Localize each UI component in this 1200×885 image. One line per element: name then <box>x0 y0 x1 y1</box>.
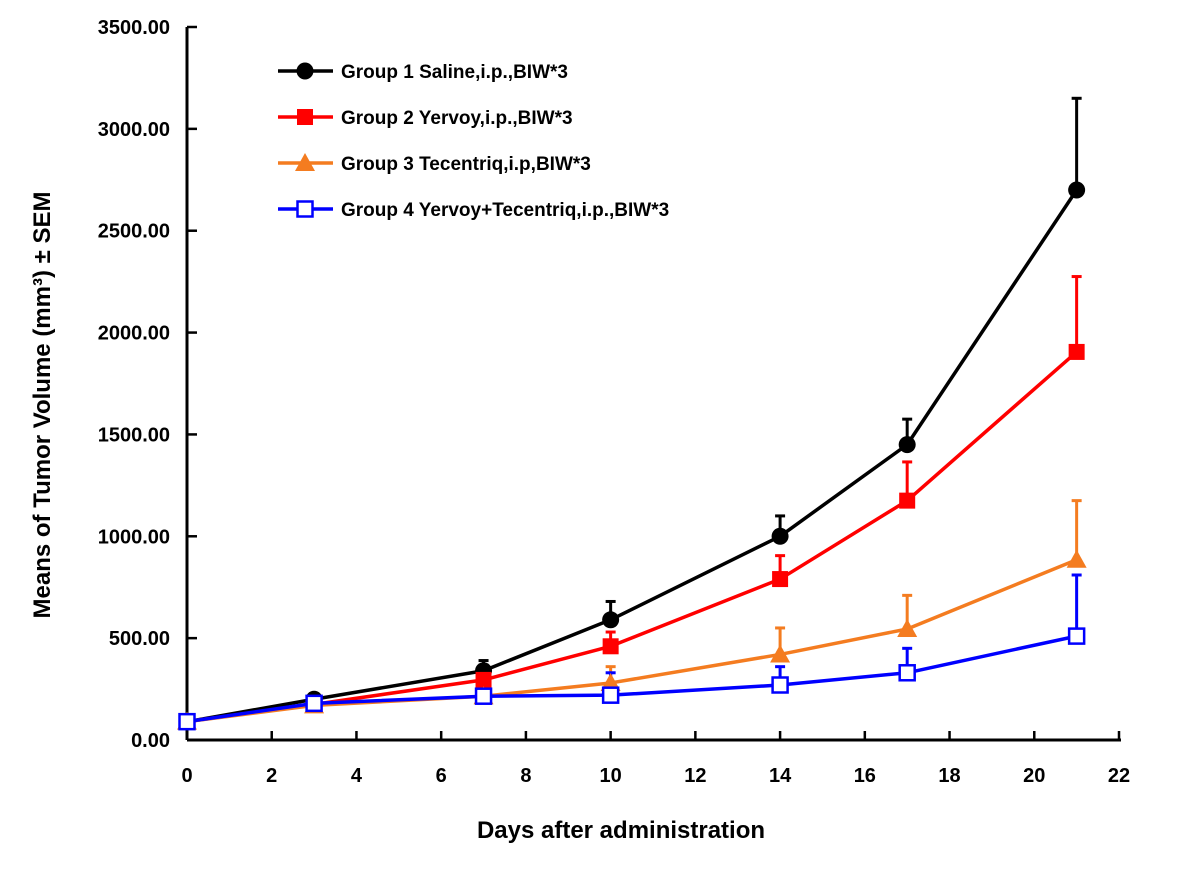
y-tick-label: 2500.00 <box>98 221 170 243</box>
group-1-line <box>186 189 1079 724</box>
x-tick-label: 22 <box>1108 765 1130 787</box>
legend-item-2-marker <box>297 109 313 125</box>
legend-item-1-label: Group 1 Saline,i.p.,BIW*3 <box>341 62 568 83</box>
group-1-point <box>898 436 916 454</box>
x-tick-label: 4 <box>351 765 363 787</box>
group-2-point <box>602 638 619 655</box>
group-4-point <box>771 676 789 694</box>
y-axis-title: Means of Tumor Volume (mm³) ± SEM <box>29 192 56 619</box>
group-4-point <box>305 694 323 713</box>
x-tick-label: 20 <box>1023 765 1045 787</box>
legend-item-3-label: Group 3 Tecentriq,i.p,BIW*3 <box>341 154 591 175</box>
series-markers <box>177 181 1087 731</box>
group-2-point <box>1068 343 1085 360</box>
y-tick-label: 3000.00 <box>98 119 170 141</box>
group-3-point <box>770 644 791 663</box>
x-tick-label: 14 <box>769 765 792 787</box>
group-2-point <box>772 571 789 588</box>
error-bars <box>182 96 1082 722</box>
group-4-point <box>474 687 493 705</box>
series-lines <box>186 189 1079 724</box>
legend-item-4-label: Group 4 Yervoy+Tecentriq,i.p.,BIW*3 <box>341 200 669 221</box>
group-4-point <box>601 686 620 704</box>
legend-item-3-marker <box>295 153 315 171</box>
group-2-point <box>475 671 492 688</box>
y-tick-label: 0.00 <box>131 730 170 752</box>
group-3-point <box>897 618 918 637</box>
x-tick-label: 18 <box>938 765 960 787</box>
axes: 0 2 4 6 8 10 12 14 16 18 20 22 0.00 500.00 1000.00 1500… <box>98 17 1130 787</box>
legend-item-4-marker <box>296 200 314 218</box>
x-tick-label: 12 <box>684 765 706 787</box>
x-tick-label: 2 <box>266 765 277 787</box>
x-tick-label: 10 <box>600 765 622 787</box>
group-4-point <box>178 712 196 731</box>
y-tick-label: 500.00 <box>109 628 170 650</box>
group-2-point <box>899 492 916 509</box>
group-1-point <box>1068 181 1086 199</box>
y-tick-label: 2000.00 <box>98 323 170 345</box>
group-1-point <box>771 527 789 545</box>
y-tick-label: 3500.00 <box>98 17 170 39</box>
x-tick-label: 0 <box>181 765 192 787</box>
group-1-point <box>602 611 620 629</box>
group-4-point <box>1067 627 1086 645</box>
x-tick-label: 6 <box>436 765 447 787</box>
group-3-point <box>1066 549 1087 568</box>
y-tick-label: 1000.00 <box>98 526 170 548</box>
x-tick-label: 16 <box>854 765 876 787</box>
y-tick-label: 1500.00 <box>98 424 170 446</box>
x-tick-label: 8 <box>520 765 531 787</box>
legend: Group 1 Saline,i.p.,BIW*3 Group 2 Yervoy,… <box>278 62 669 221</box>
legend-item-2-label: Group 2 Yervoy,i.p.,BIW*3 <box>341 108 573 129</box>
legend-item-1-marker <box>296 62 314 80</box>
group-4-point <box>898 664 916 682</box>
x-axis-title: Days after administration <box>477 817 765 844</box>
